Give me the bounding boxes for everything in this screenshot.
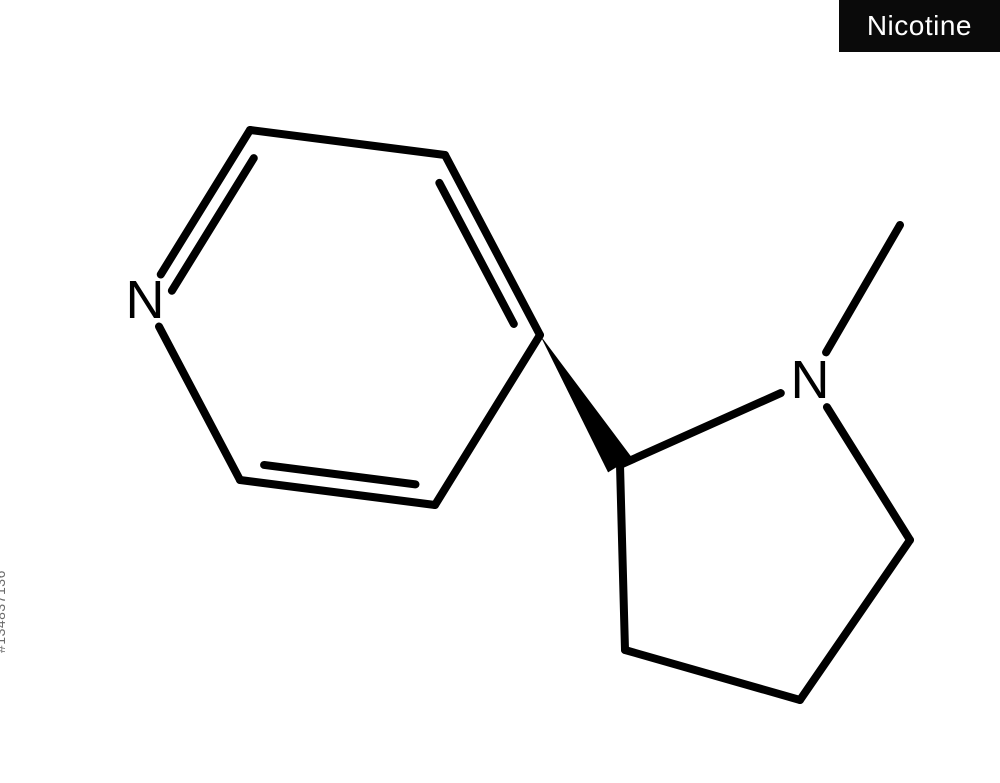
bond [827,407,910,540]
bond [445,155,540,335]
bond [435,335,540,505]
atom-label: N [126,270,165,330]
bond-double-inner [439,183,513,324]
wedge-bond [540,335,632,472]
bond [159,327,240,480]
atom-label: N [791,350,830,410]
bond [800,540,910,700]
bond [620,465,625,650]
molecule-diagram: NN [0,0,1000,783]
bond [826,225,900,352]
bond [625,650,800,700]
bond [161,130,250,274]
bond [620,393,781,465]
bond-double-inner [264,465,415,484]
bond-double-inner [172,158,254,291]
bond [250,130,445,155]
